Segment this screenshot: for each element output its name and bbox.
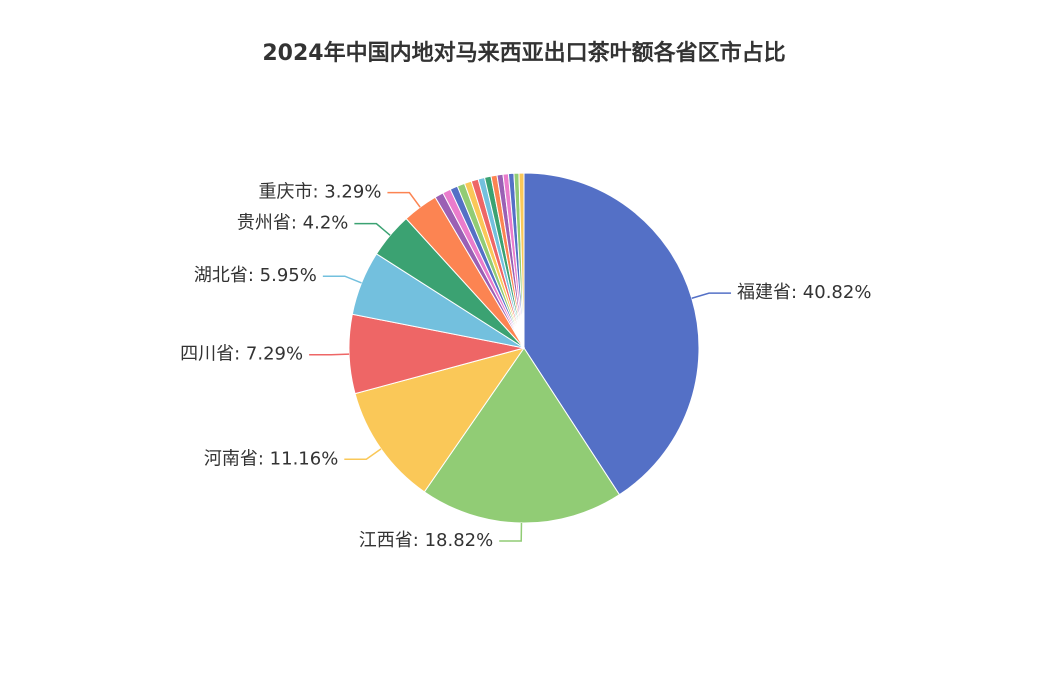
pie-slice xyxy=(518,172,525,349)
data-label: 湖北省: 5.95% xyxy=(194,265,317,286)
leader-line xyxy=(309,353,350,356)
leader-line xyxy=(354,222,391,236)
data-label: 河南省: 11.16% xyxy=(204,448,338,469)
leader-line xyxy=(322,275,362,284)
data-label: 江西省: 18.82% xyxy=(359,530,493,551)
leader-line xyxy=(691,292,732,299)
pie-slice xyxy=(354,347,526,493)
pie-slice xyxy=(523,172,700,496)
chart-title: 2024年中国内地对马来西亚出口茶叶额各省区市占比 xyxy=(262,40,785,66)
pie-slice xyxy=(423,347,621,524)
leader-line xyxy=(387,191,421,208)
data-label: 贵州省: 4.2% xyxy=(237,213,349,234)
leader-line xyxy=(344,448,382,461)
leader-line xyxy=(499,522,523,542)
data-label: 重庆市: 3.29% xyxy=(258,182,381,203)
data-label: 福建省: 40.82% xyxy=(737,282,871,303)
data-label: 四川省: 7.29% xyxy=(180,344,303,365)
